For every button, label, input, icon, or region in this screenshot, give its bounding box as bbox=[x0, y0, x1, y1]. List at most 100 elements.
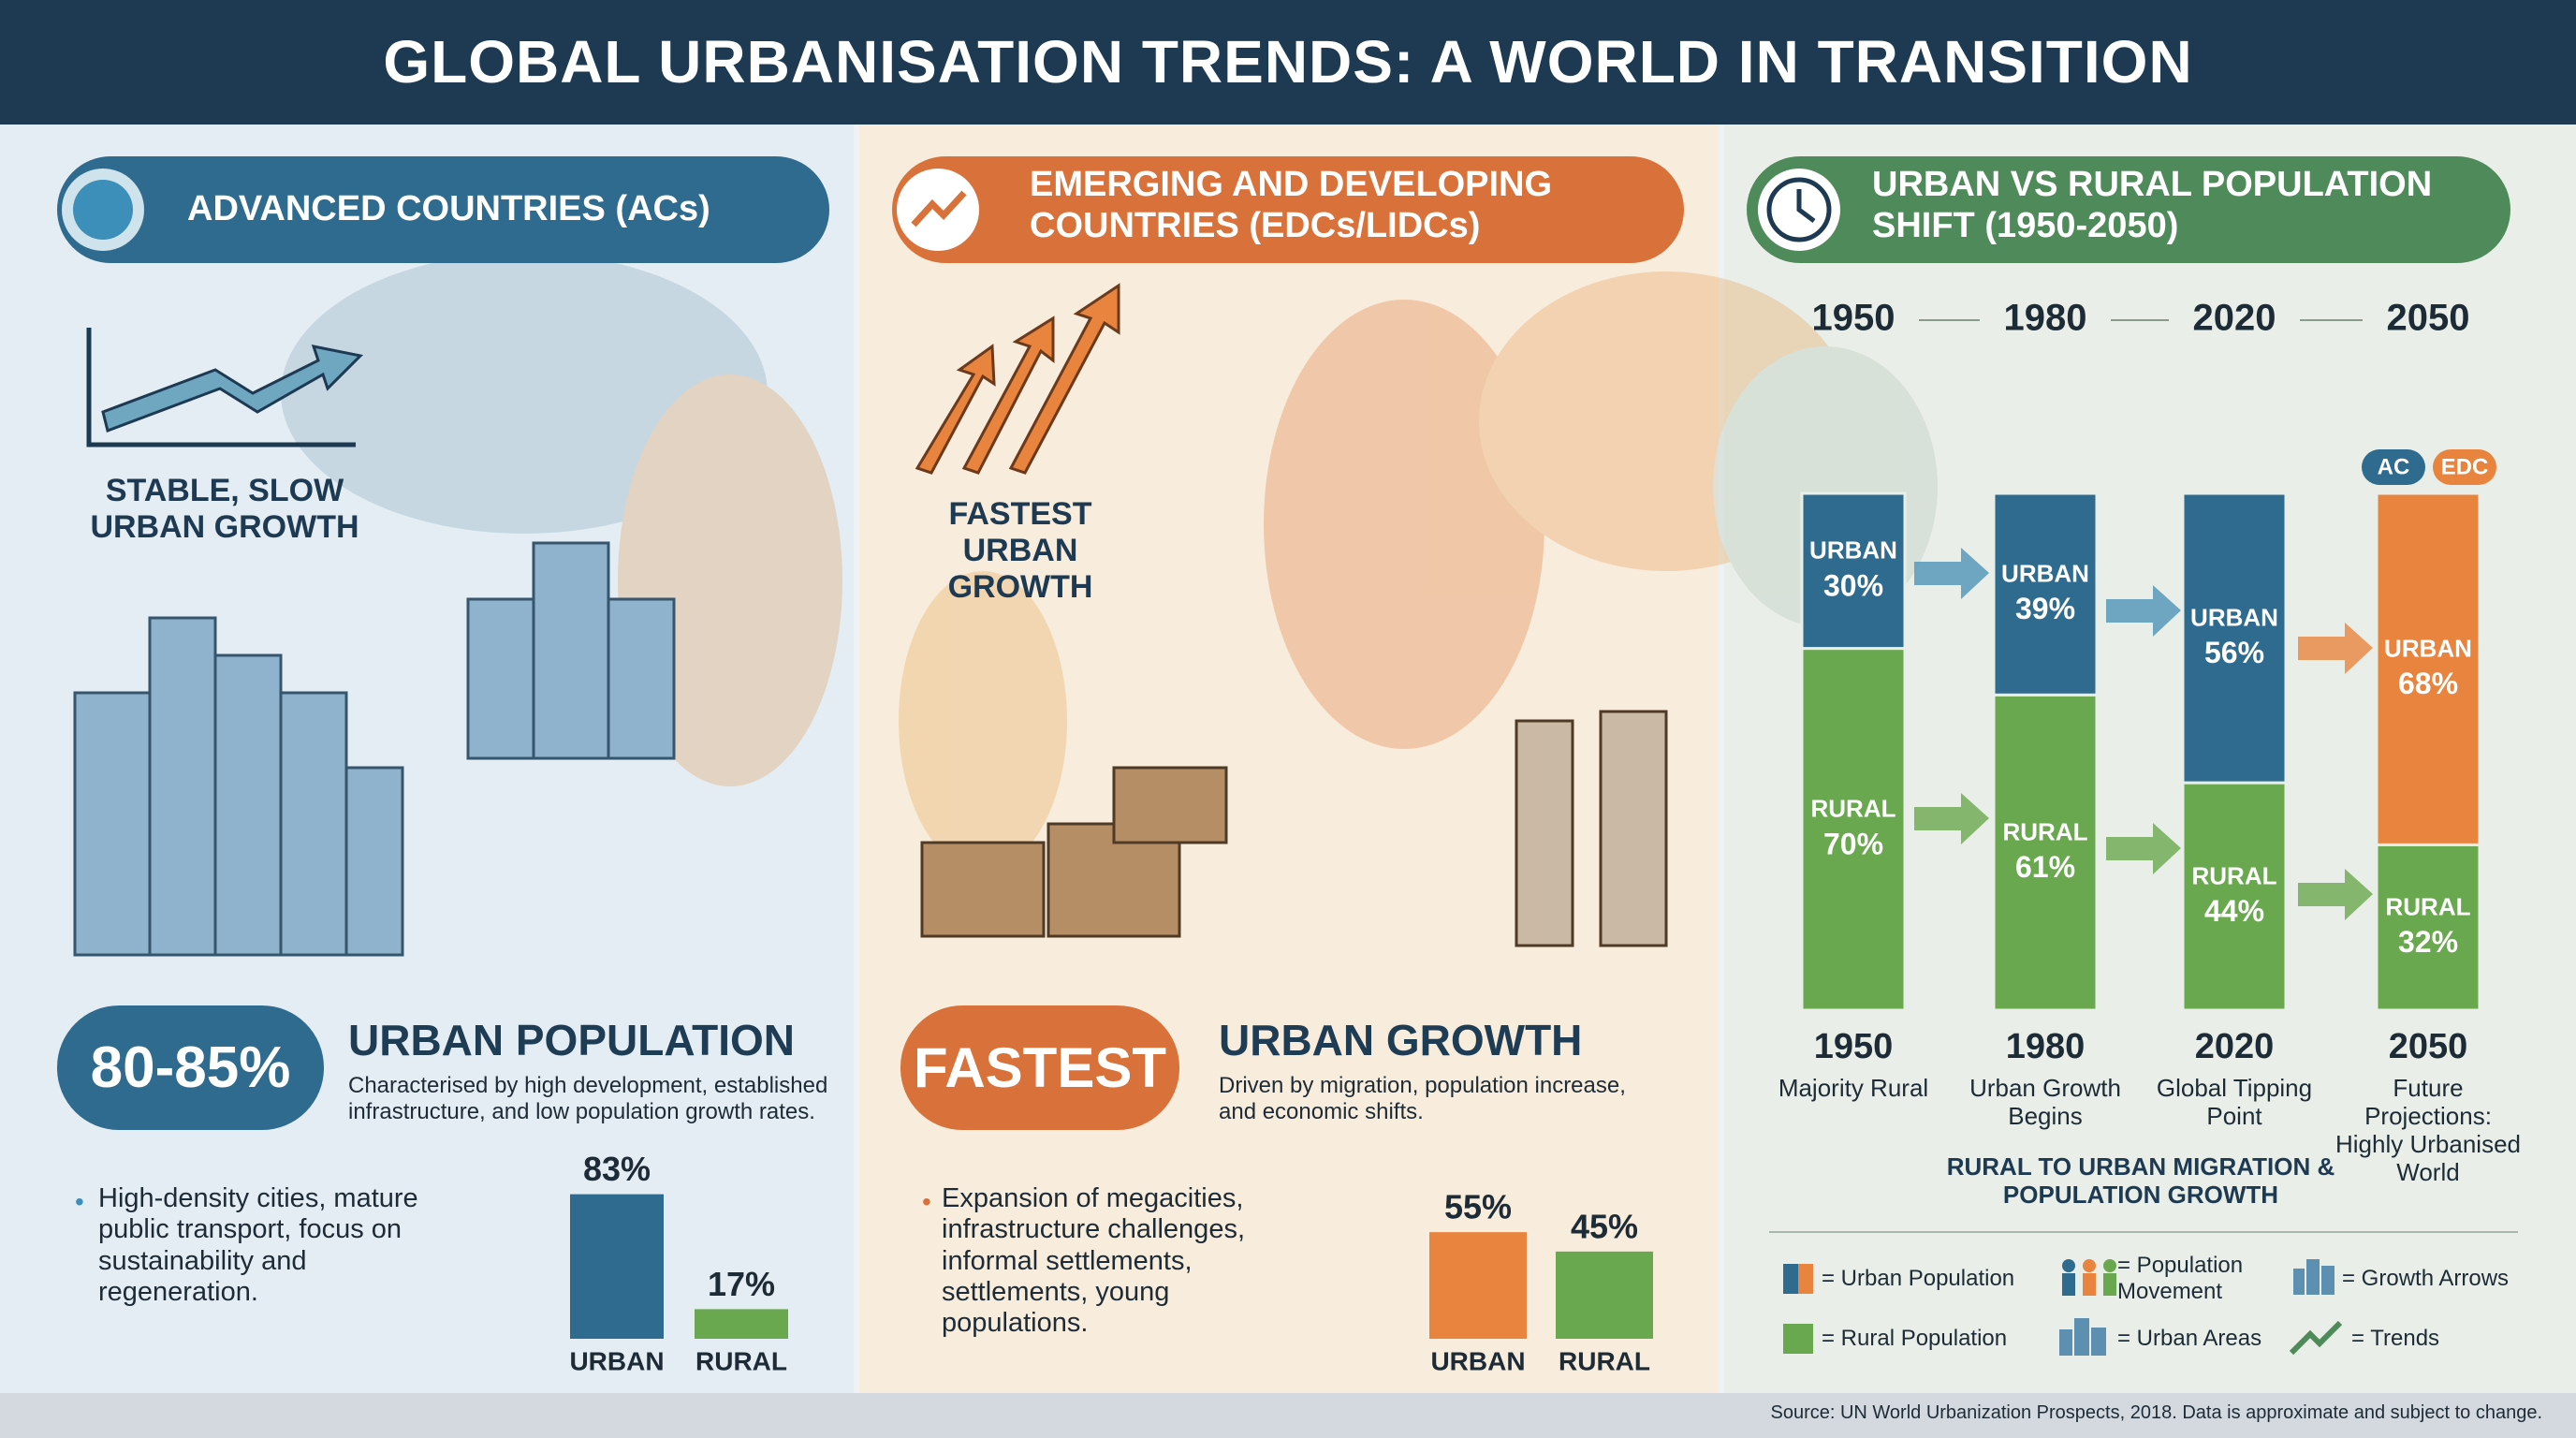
segment-name: RURAL bbox=[1811, 795, 1896, 823]
segment-value: 61% bbox=[2015, 850, 2075, 884]
map-landmass bbox=[1479, 271, 1853, 571]
timeline-year: 1980 bbox=[2004, 298, 2087, 339]
segment-name: URBAN bbox=[1809, 536, 1897, 565]
timeline-year: 2020 bbox=[2193, 298, 2276, 339]
city-skyline bbox=[73, 541, 676, 957]
world-map bbox=[281, 253, 1938, 871]
value-label: 55% bbox=[1444, 1188, 1512, 1226]
heading-pill bbox=[1747, 156, 2510, 263]
heading-pill bbox=[57, 156, 829, 263]
map-landmass bbox=[281, 253, 768, 534]
year-label: 2020 bbox=[2195, 1027, 2275, 1066]
building bbox=[279, 691, 348, 957]
stacked-bar-segment bbox=[1992, 693, 2099, 1012]
trend-icon bbox=[911, 190, 967, 227]
legend-swatch bbox=[1798, 1264, 1813, 1294]
arrow bbox=[1914, 793, 1989, 844]
arrow bbox=[1914, 548, 1989, 599]
bullet-dot: • bbox=[75, 1187, 84, 1216]
category-label: RURAL bbox=[695, 1346, 787, 1375]
legend-label: = Urban Areas bbox=[2117, 1326, 2262, 1351]
legend-label: = Population Movement bbox=[2117, 1253, 2244, 1304]
legend-label: = Rural Population bbox=[1822, 1326, 2008, 1351]
stacked-bar-segment bbox=[1992, 492, 2099, 697]
description: Characterised by high development, estab… bbox=[348, 1073, 828, 1124]
arrow bbox=[961, 315, 1055, 475]
source-note: Source: UN World Urbanization Prospects,… bbox=[1770, 1402, 2542, 1423]
header-bar bbox=[0, 0, 2576, 125]
stat-heading: URBAN GROWTH bbox=[1219, 1016, 1583, 1064]
arrow bbox=[2298, 869, 2373, 920]
segment-value: 39% bbox=[2015, 592, 2075, 625]
stacked-bar-segment bbox=[2375, 843, 2481, 1012]
arrow bbox=[915, 344, 996, 475]
arrow bbox=[2298, 623, 2373, 674]
segment-name: RURAL bbox=[2386, 893, 2471, 921]
bar bbox=[570, 1194, 664, 1339]
legend-growth-icon bbox=[2293, 1259, 2334, 1295]
house bbox=[920, 841, 1046, 938]
arrow bbox=[2106, 585, 2181, 637]
stacked-bar-segment bbox=[1800, 492, 1907, 651]
tagline: FASTEST URBAN GROWTH bbox=[947, 496, 1093, 606]
settlements bbox=[920, 710, 1668, 947]
building bbox=[344, 766, 404, 957]
house bbox=[1112, 766, 1228, 844]
bar bbox=[1556, 1251, 1653, 1339]
caption: Urban Growth Begins bbox=[1969, 1074, 2121, 1130]
category-label: RURAL bbox=[1559, 1346, 1650, 1375]
segment-value: 70% bbox=[1823, 827, 1883, 860]
segment-name: URBAN bbox=[2190, 603, 2278, 631]
year-label: 2050 bbox=[2389, 1027, 2468, 1066]
segment-value: 44% bbox=[2204, 894, 2264, 928]
panel-heading: EMERGING AND DEVELOPING COUNTRIES (EDCs/… bbox=[1030, 165, 1553, 245]
building bbox=[607, 597, 676, 760]
bullet-dot: • bbox=[922, 1187, 931, 1216]
panel-heading: ADVANCED COUNTRIES (ACs) bbox=[187, 189, 710, 228]
value-label: 17% bbox=[708, 1265, 775, 1303]
segment-name: URBAN bbox=[2001, 560, 2089, 588]
legend-label: = Urban Population bbox=[1822, 1266, 2015, 1291]
legend-label: = Trends bbox=[2351, 1326, 2440, 1351]
building bbox=[148, 616, 217, 957]
clock-icon bbox=[1796, 189, 1816, 223]
stat-pill: 80-85% bbox=[57, 1005, 324, 1130]
slow-growth-arrow bbox=[101, 345, 364, 433]
legend-trend-icon bbox=[2289, 1320, 2343, 1356]
tag-label: EDC bbox=[2441, 454, 2489, 479]
segment-value: 56% bbox=[2204, 636, 2264, 669]
value-label: 83% bbox=[583, 1150, 651, 1188]
panel-heading: URBAN VS RURAL POPULATION SHIFT (1950-20… bbox=[1872, 165, 2433, 245]
stacked-bar-segment bbox=[2181, 781, 2288, 1012]
segment-value: 30% bbox=[1823, 568, 1883, 602]
building bbox=[532, 541, 610, 760]
map-landmass bbox=[899, 571, 1067, 871]
arrow bbox=[2106, 823, 2181, 874]
stacked-bar-segment bbox=[1800, 647, 1907, 1012]
building bbox=[466, 597, 535, 760]
legend-label: = Growth Arrows bbox=[2342, 1266, 2510, 1291]
tag-pill bbox=[2433, 449, 2496, 485]
fast-growth-arrows bbox=[915, 283, 1120, 475]
category-label: URBAN bbox=[1430, 1346, 1525, 1375]
category-label: URBAN bbox=[569, 1346, 664, 1375]
bullet-text: High-density cities, mature public trans… bbox=[98, 1183, 418, 1308]
stat-pill: FASTEST bbox=[900, 1005, 1179, 1130]
year-label: 1950 bbox=[1814, 1027, 1894, 1066]
stacked-bar-segment bbox=[2181, 492, 2288, 785]
legend-swatch bbox=[1783, 1264, 1798, 1294]
segment-name: URBAN bbox=[2384, 635, 2472, 663]
construction bbox=[1599, 710, 1668, 947]
arrow bbox=[1008, 283, 1120, 475]
globe-icon bbox=[73, 180, 133, 240]
page-title: GLOBAL URBANISATION TRENDS: A WORLD IN T… bbox=[383, 28, 2193, 95]
segment-name: RURAL bbox=[2192, 861, 2277, 889]
segment-value: 68% bbox=[2398, 667, 2458, 700]
value-label: 45% bbox=[1571, 1207, 1638, 1245]
bar bbox=[695, 1309, 788, 1339]
caption: Future Projections: Highly Urbanised Wor… bbox=[2335, 1074, 2521, 1186]
axis-icon bbox=[86, 328, 356, 448]
